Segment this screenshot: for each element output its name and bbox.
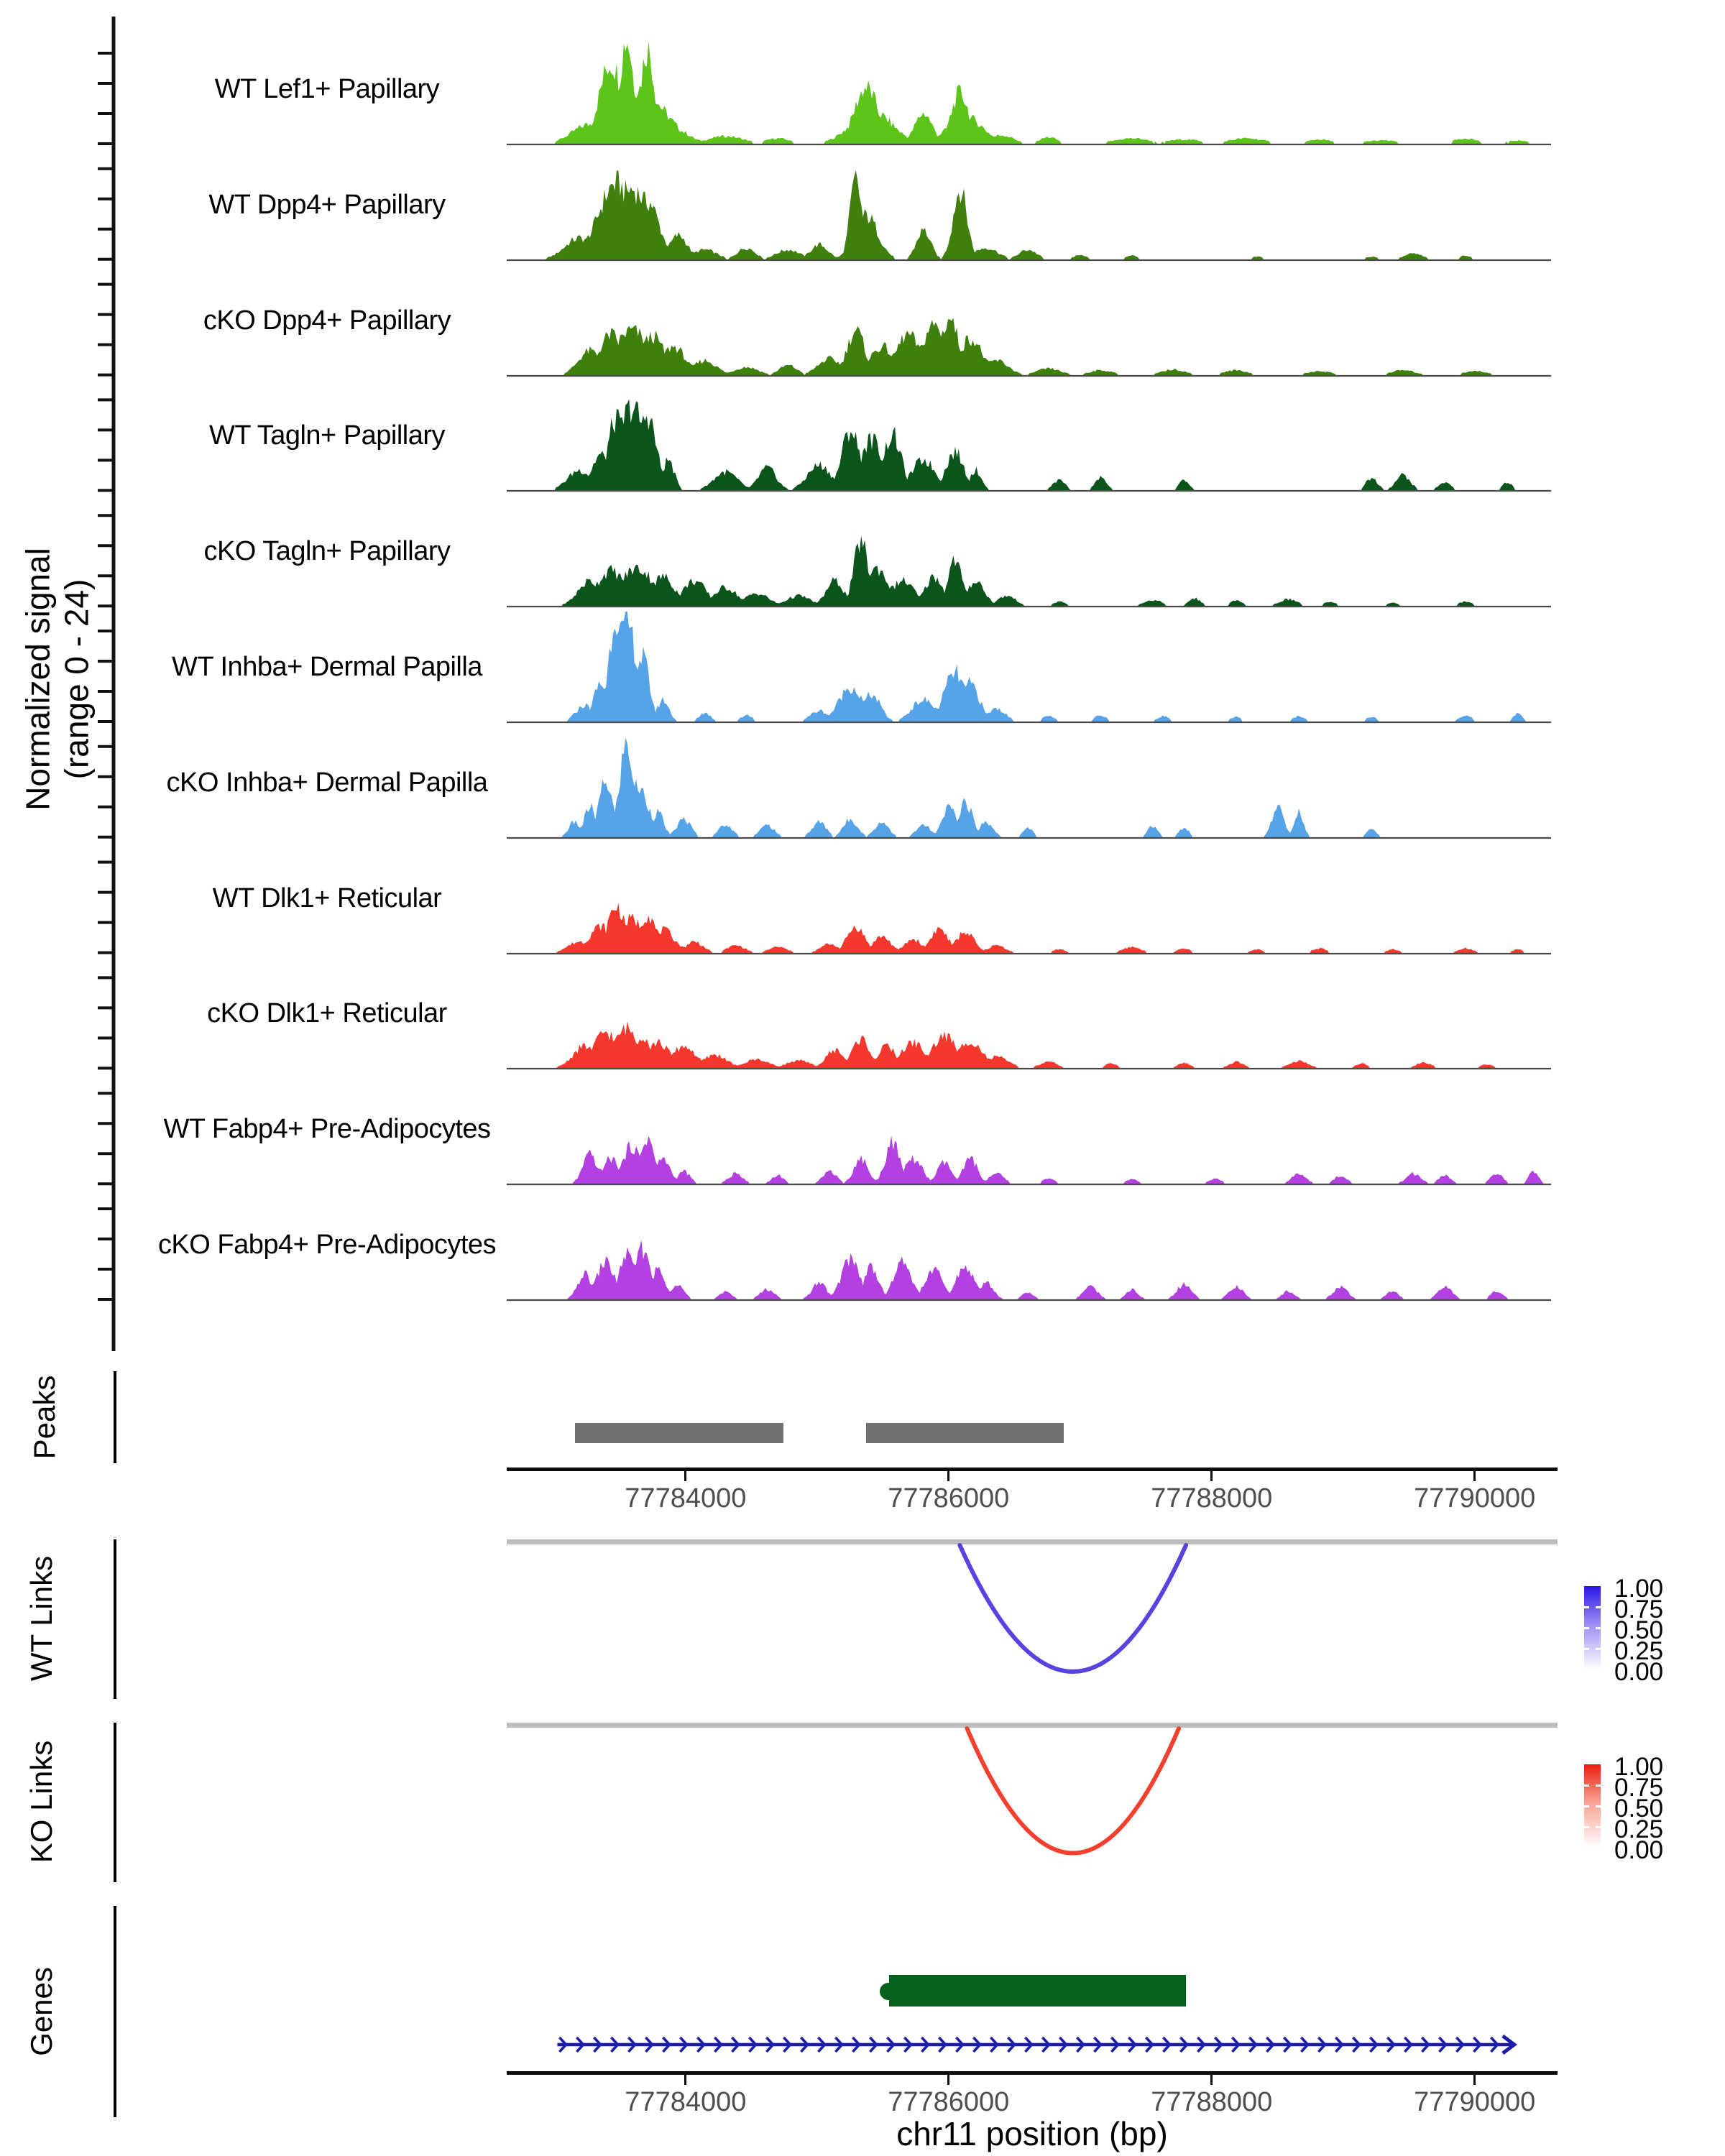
peak-interval-2 [866,1423,1064,1443]
axis-line [507,2071,1558,2075]
colorbar-tick [1584,1784,1589,1787]
track-label-4: WT Tagln+ Papillary [208,420,446,451]
axis-tick-label: 77788000 [1151,1483,1273,1514]
axis-tick [684,1471,687,1481]
track-label-3: cKO Dpp4+ Papillary [203,305,451,336]
wt-link-arc [957,1543,1189,1674]
colorbar-tick [1584,1825,1589,1828]
signal-area-5 [507,535,1551,608]
axis-tick [684,2075,687,2085]
axis-tick [1473,2075,1476,2085]
colorbar-tick [1596,1647,1601,1650]
signal-area-9 [507,1021,1551,1070]
axis-line [507,1468,1558,1471]
score-legend-tick-label: 0.75 [1614,1774,1664,1802]
axis-tick-label: 77790000 [1414,1483,1536,1514]
track-label-2: WT Dpp4+ Papillary [208,189,446,220]
ko-link-arc [965,1726,1182,1856]
track-label-10: WT Fabp4+ Pre-Adipocytes [163,1114,491,1145]
gene-body-gm10277 [889,1975,1187,2007]
track-label-6: WT Inhba+ Dermal Papilla [172,652,482,682]
wt-links-bracket [114,1539,116,1699]
genes-bracket [114,1906,116,2117]
axis-tick-label: 77790000 [1414,2087,1536,2117]
score-legend-tick-label: 0.50 [1614,1795,1664,1823]
axis-tick [1473,1471,1476,1481]
score-legend-tick-label: 0.50 [1614,1616,1664,1644]
track-label-1: WT Lef1+ Papillary [214,74,440,104]
colorbar-tick [1596,1606,1601,1608]
signal-area-2 [507,170,1551,261]
axis-tick-label: 77784000 [625,1483,747,1514]
signal-area-1 [507,41,1551,146]
wt-links-baseline [507,1539,1558,1544]
score-legend-tick-label: 1.00 [1614,1753,1664,1781]
x-axis-label: chr11 position (bp) [896,2115,1168,2152]
axis-tick [1210,1471,1213,1481]
score-legend-tick-label: 0.25 [1614,1637,1664,1665]
score-legend-tick-label: 0.75 [1614,1595,1664,1623]
track-label-5: cKO Tagln+ Papillary [203,536,451,567]
axis-tick [947,2075,950,2085]
colorbar-tick [1584,1606,1589,1608]
signal-area-11 [507,1240,1551,1302]
signal-area-6 [507,612,1551,724]
colorbar-tick [1584,1626,1589,1629]
axis-tick-label: 77786000 [888,2087,1010,2117]
score-legend-tick-label: 0.00 [1614,1658,1664,1686]
score-legend-tick-label: 1.00 [1614,1575,1664,1603]
track-label-8: WT Dlk1+ Reticular [212,883,442,913]
genes-section-label: Genes [24,1967,58,2056]
axis-tick-label: 77784000 [625,2087,747,2117]
signal-y-axis [98,17,116,1351]
ko-links-bracket [114,1723,116,1882]
colorbar-tick [1596,1805,1601,1807]
score-legend-tick-label: 0.25 [1614,1815,1664,1843]
colorbar-tick [1596,1626,1601,1629]
axis-tick [947,1471,950,1481]
signal-area-3 [507,317,1551,377]
gene-body-myo18a [557,2035,1517,2055]
signal-area-7 [507,737,1551,839]
gene-start-marker-gm10277 [880,1983,898,2000]
track-label-11: cKO Fabp4+ Pre-Adipocytes [157,1230,497,1260]
axis-tick-label: 77788000 [1151,2087,1273,2117]
signal-area-4 [507,399,1551,492]
peak-interval-1 [575,1423,784,1443]
score-legend-tick-label: 0.00 [1614,1836,1664,1864]
colorbar-tick [1596,1784,1601,1787]
signal-area-10 [507,1135,1551,1186]
track-label-9: cKO Dlk1+ Reticular [207,998,447,1029]
axis-tick-label: 77786000 [888,1483,1010,1514]
ko-links-baseline [507,1723,1558,1728]
colorbar-tick [1596,1825,1601,1828]
colorbar-tick [1584,1647,1589,1650]
signal-area-8 [507,903,1551,954]
track-label-7: cKO Inhba+ Dermal Papilla [166,767,488,798]
peaks-bracket [114,1371,116,1463]
axis-tick [1210,2075,1213,2085]
colorbar-tick [1584,1805,1589,1807]
